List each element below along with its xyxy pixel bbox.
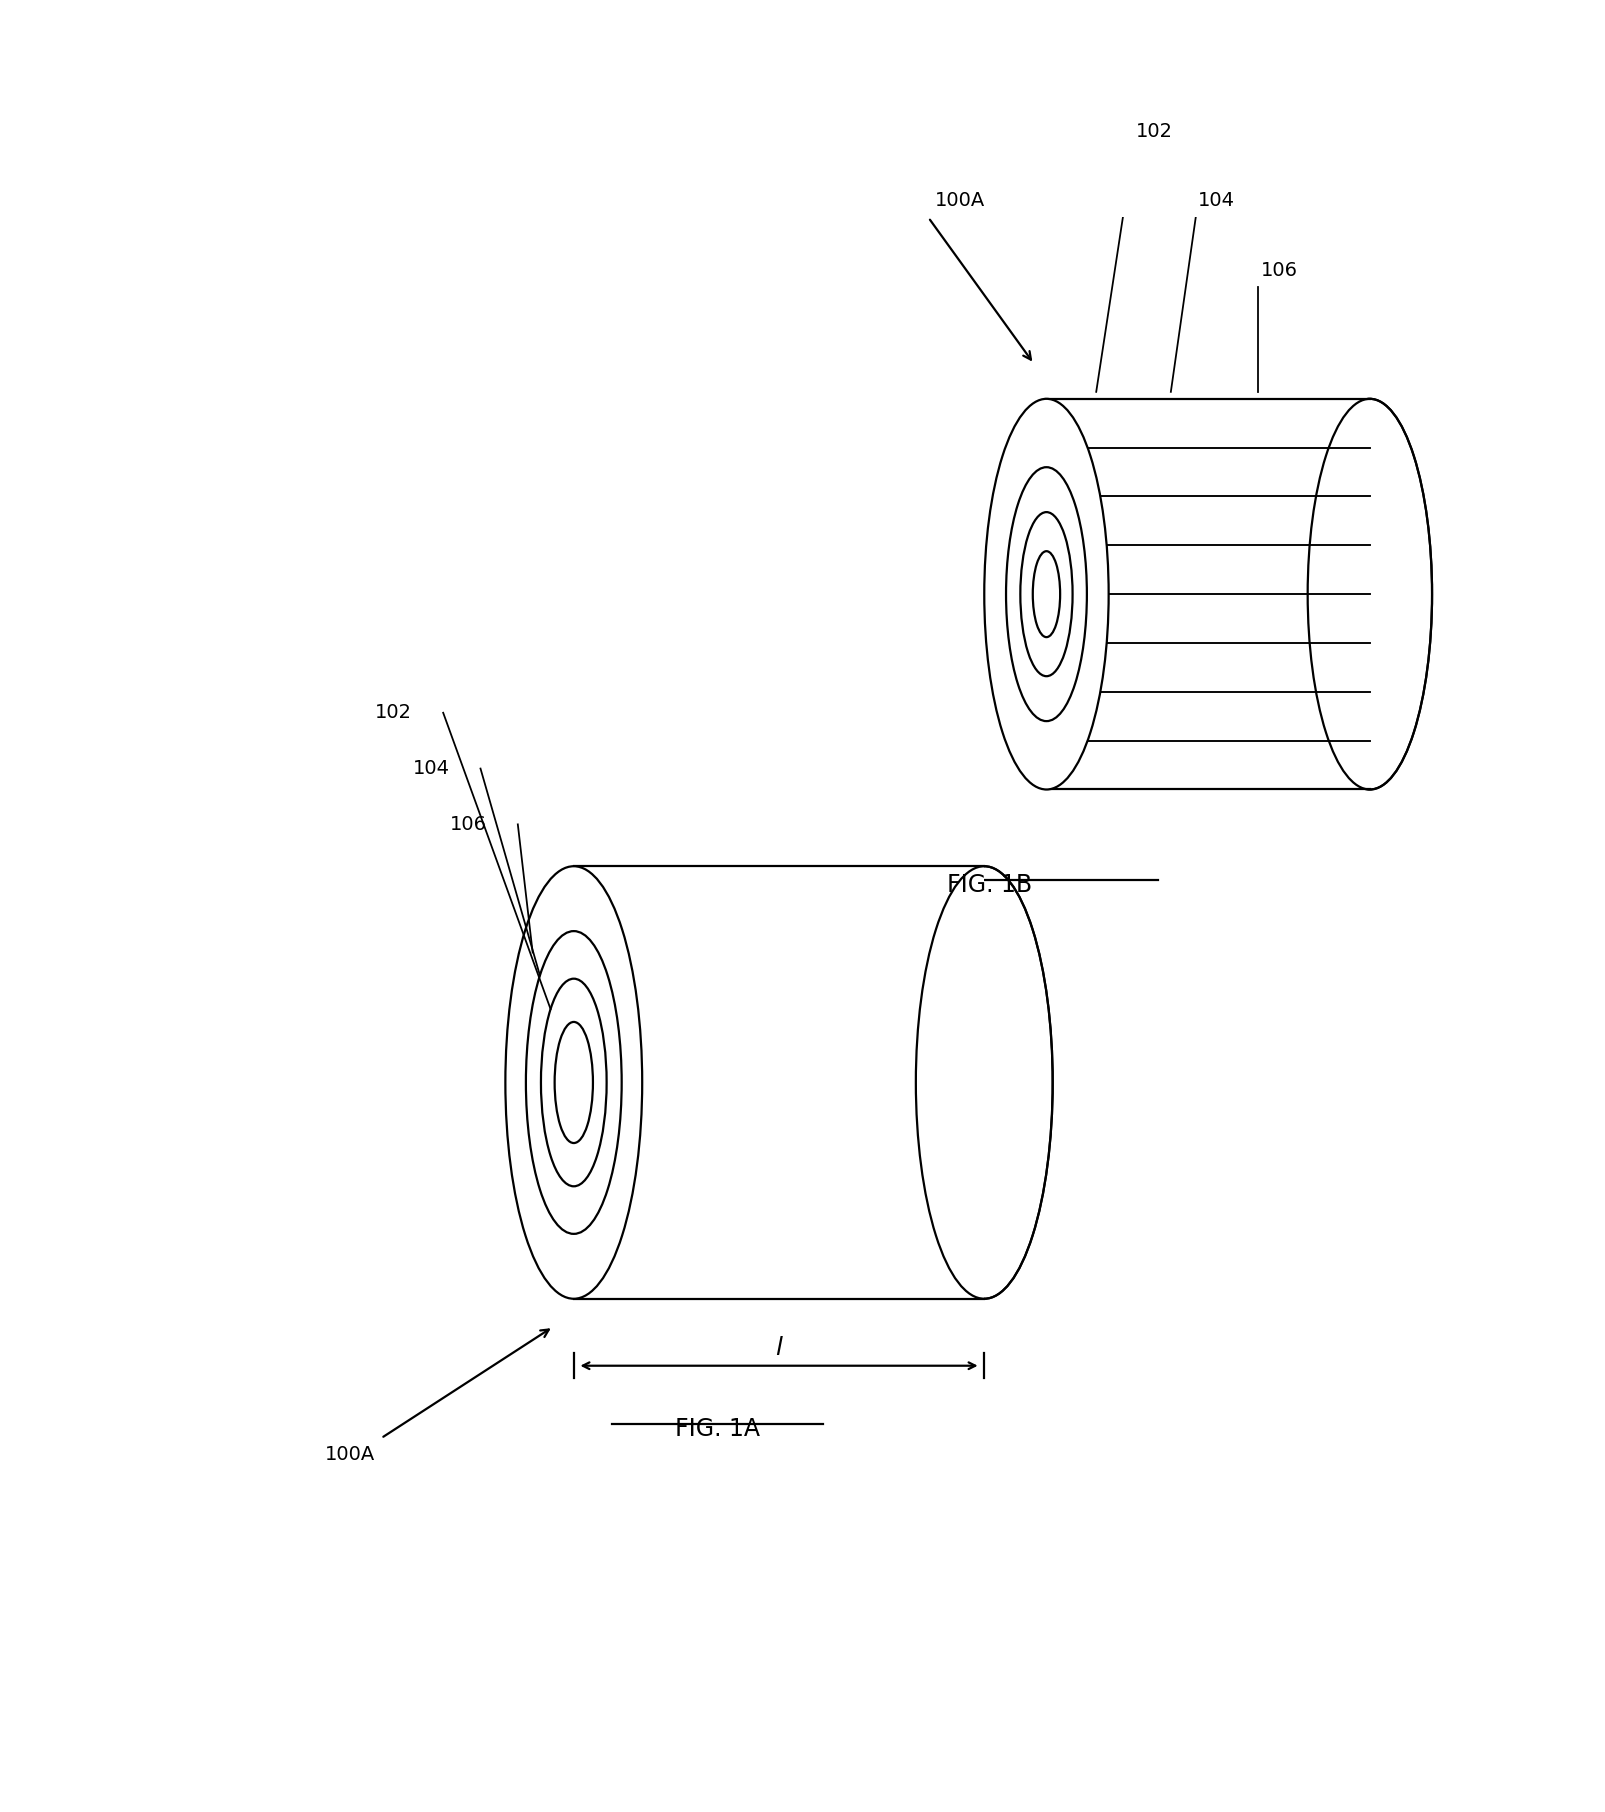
Text: 102: 102: [376, 703, 412, 723]
Ellipse shape: [1308, 399, 1432, 790]
Text: FIG. 1B: FIG. 1B: [947, 873, 1032, 897]
Text: 104: 104: [412, 759, 449, 777]
Text: 104: 104: [1199, 192, 1236, 210]
Bar: [1046, 399, 1371, 790]
Ellipse shape: [916, 866, 1053, 1299]
Text: l: l: [775, 1335, 783, 1361]
Ellipse shape: [506, 866, 642, 1299]
Text: 106: 106: [449, 815, 486, 834]
Text: 102: 102: [1136, 121, 1173, 141]
Text: 100A: 100A: [934, 192, 985, 210]
Text: FIG. 1A: FIG. 1A: [676, 1417, 759, 1441]
Text: 106: 106: [1260, 261, 1297, 281]
Ellipse shape: [984, 399, 1109, 790]
Text: 100A: 100A: [324, 1446, 376, 1464]
Bar: [575, 866, 984, 1299]
